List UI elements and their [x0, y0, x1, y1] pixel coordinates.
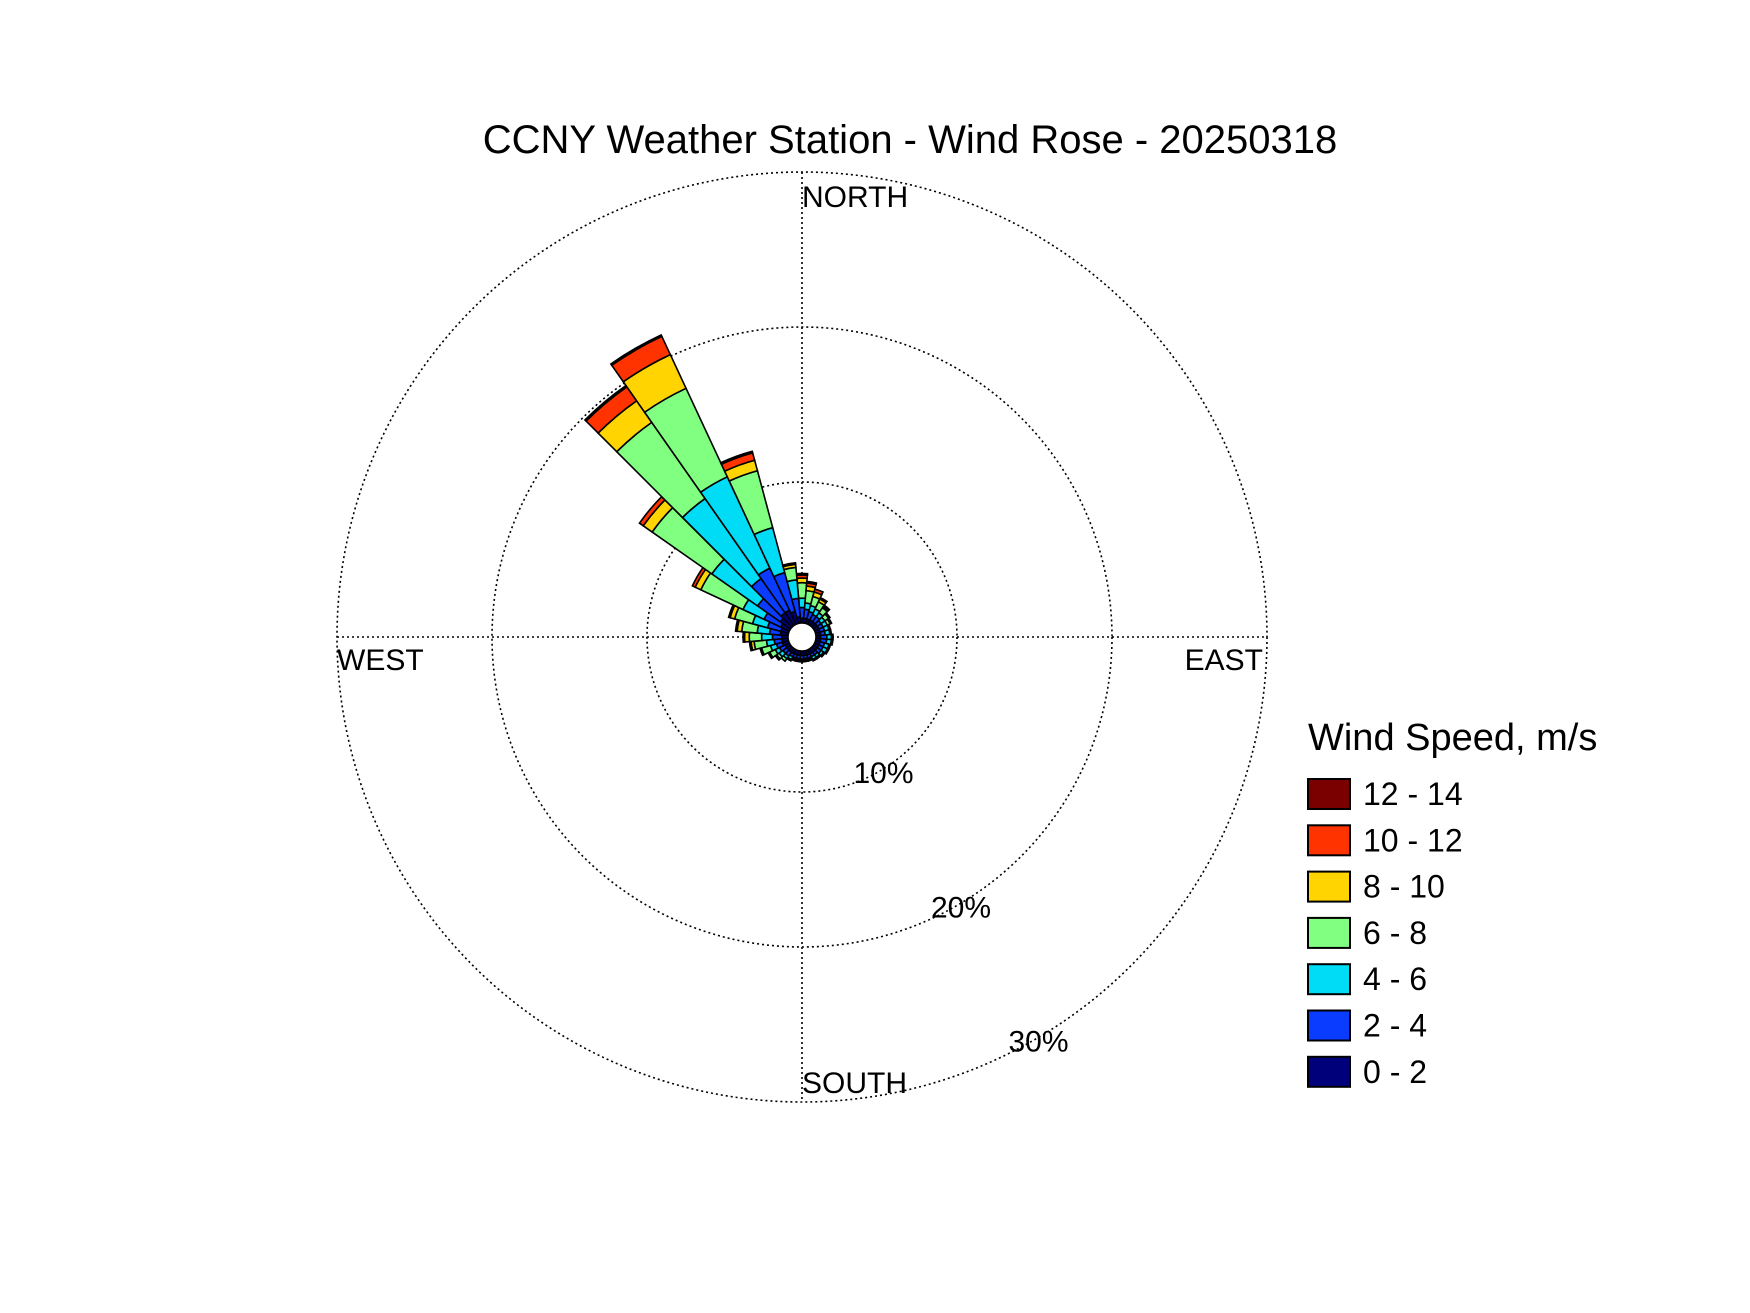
sector-330-bin-12-14 — [609, 333, 663, 367]
legend-title: Wind Speed, m/s — [1308, 717, 1597, 759]
legend-item: 12 - 14 — [1307, 776, 1463, 812]
sector-120-bin-6-8 — [823, 647, 830, 656]
legend-item: 0 - 2 — [1307, 1054, 1427, 1090]
legend-swatch — [1307, 1055, 1351, 1088]
sector-60-bin-8-10 — [826, 617, 833, 625]
legend-label: 0 - 2 — [1363, 1054, 1427, 1090]
direction-label-north: NORTH — [802, 181, 908, 214]
sector-50-bin-8-10 — [823, 611, 832, 620]
legend-item: 2 - 4 — [1307, 1008, 1427, 1044]
legend-swatch — [1307, 870, 1351, 903]
sector-350-bin-10-12 — [781, 561, 797, 568]
radial-tick-labels: 10% 20% 30% — [853, 757, 1068, 1058]
legend: 12 - 14 10 - 12 8 - 10 6 - 8 4 - 6 2 - 4 0 - 2 — [1307, 776, 1463, 1090]
legend-item: 6 - 8 — [1307, 915, 1427, 951]
sector-0-bin-12-14 — [795, 572, 809, 577]
sector-100-bin-6-8 — [829, 638, 834, 647]
legend-item: 4 - 6 — [1307, 961, 1427, 997]
sector-150-bin-6-8 — [811, 656, 819, 662]
ring-label-20: 20% — [931, 891, 991, 924]
direction-label-east: EAST — [1185, 644, 1263, 677]
legend-label: 8 - 10 — [1363, 869, 1445, 905]
chart-title: CCNY Weather Station - Wind Rose - 20250… — [483, 118, 1338, 162]
legend-label: 12 - 14 — [1363, 776, 1463, 812]
legend-label: 2 - 4 — [1363, 1008, 1427, 1044]
sector-20-bin-10-12 — [813, 588, 825, 596]
sector-270-bin-10-12 — [742, 630, 746, 644]
legend-swatch — [1307, 1009, 1351, 1042]
legend-item: 10 - 12 — [1307, 822, 1463, 858]
legend-swatch — [1307, 916, 1351, 949]
legend-swatch — [1307, 778, 1351, 810]
legend-label: 4 - 6 — [1363, 961, 1427, 997]
ring-label-10: 10% — [853, 757, 913, 790]
sector-340-bin-12-14 — [719, 450, 754, 466]
sector-10-bin-12-14 — [805, 580, 818, 586]
wind-sectors — [583, 333, 834, 663]
calm-center — [787, 622, 817, 652]
sector-40-bin-10-12 — [822, 604, 831, 612]
direction-label-west: WEST — [337, 644, 424, 677]
legend-label: 6 - 8 — [1363, 915, 1427, 951]
sector-320 — [583, 384, 796, 629]
sector-30-bin-10-12 — [818, 596, 829, 604]
sector-250 — [759, 639, 791, 657]
sector-310 — [638, 495, 794, 631]
sector-330 — [609, 333, 798, 627]
sector-340 — [719, 450, 800, 626]
legend-swatch — [1307, 824, 1351, 857]
legend-swatch — [1307, 963, 1351, 996]
ring-label-30: 30% — [1008, 1026, 1068, 1059]
legend-label: 10 - 12 — [1363, 822, 1463, 858]
direction-label-south: SOUTH — [802, 1067, 907, 1100]
legend-item: 8 - 10 — [1307, 869, 1445, 905]
